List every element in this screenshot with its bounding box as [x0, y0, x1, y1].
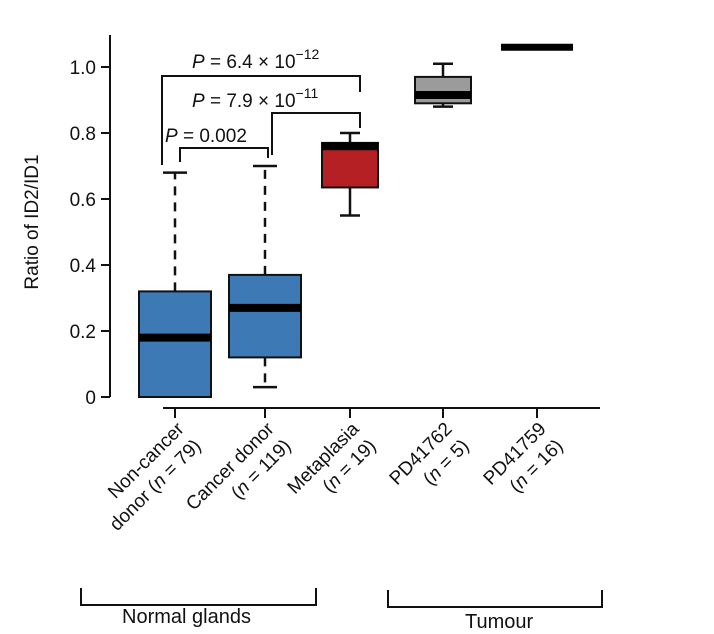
p-value-label-0: P = 0.002	[165, 126, 247, 147]
y-tick-label: 0.8	[70, 124, 96, 145]
category-label-1: Cancer donor(n = 119)	[182, 418, 295, 515]
box-3	[414, 75, 472, 105]
y-tick-label: 1.0	[70, 58, 96, 79]
box-1	[228, 273, 302, 359]
comparison-bracket-2	[161, 75, 361, 165]
p-value-label-1: P = 7.9 × 10−11	[192, 85, 318, 112]
y-tick-label: 0.2	[70, 322, 96, 343]
y-tick-label: 0.6	[70, 190, 96, 211]
comparison-bracket-0	[179, 147, 269, 162]
p-value-label-2: P = 6.4 × 10−12	[192, 46, 320, 73]
y-tick-label: 0.4	[70, 256, 97, 277]
category-label-2: Metaplasia(n = 19)	[284, 418, 381, 498]
category-label-4: PD41759(n = 16)	[480, 419, 568, 498]
tumour-label: Tumour	[465, 611, 534, 633]
tumour-bracket	[387, 590, 603, 608]
normal-glands-bracket	[80, 588, 317, 606]
category-label-3: PD41762(n = 5)	[386, 419, 474, 490]
normal-glands-label: Normal glands	[122, 606, 251, 628]
y-tick-label: 0	[85, 388, 96, 409]
comparison-bracket-1	[271, 112, 361, 155]
y-axis-label: Ratio of ID2/ID1	[22, 154, 43, 289]
box-0	[138, 290, 212, 398]
